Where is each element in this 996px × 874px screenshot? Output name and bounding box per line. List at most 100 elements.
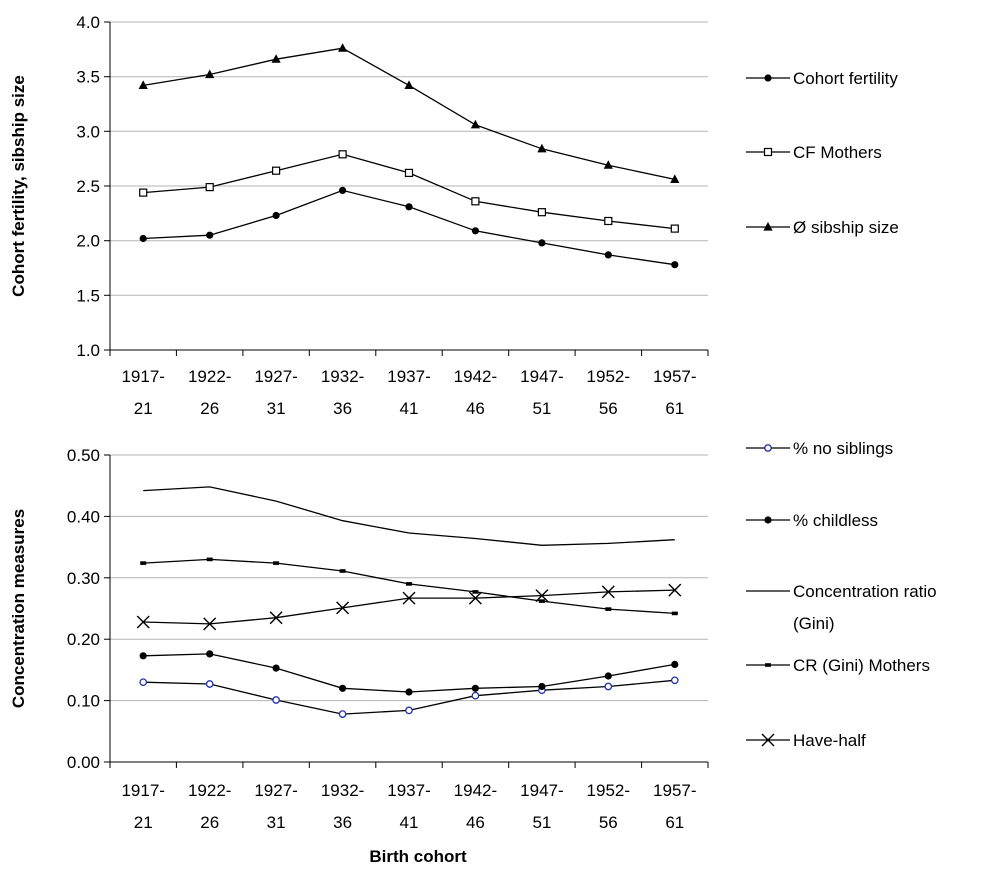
top-x-tick-label: 1942- (454, 367, 497, 386)
top-series-3-point (271, 54, 281, 63)
bottom-legend-marker-5 (761, 733, 775, 747)
top-series-3-point (470, 119, 480, 129)
bottom-legend-label-3: (Gini) (793, 614, 835, 633)
bottom-series-4-point (206, 557, 213, 562)
top-series-3-point (670, 174, 680, 183)
bottom-series-4-point (339, 569, 346, 573)
bottom-series-5-point (136, 615, 150, 629)
bottom-series-4-point (140, 561, 147, 565)
bottom-series-line-3 (143, 486, 675, 546)
top-series-2-point (471, 197, 480, 206)
top-series-1-point (405, 203, 413, 211)
x-axis-title: Birth cohort (369, 847, 467, 866)
top-series-line-1 (143, 189, 675, 266)
bottom-series-4-point (671, 611, 678, 616)
top-series-2-point (338, 150, 347, 159)
top-x-tick-label: 31 (267, 399, 286, 418)
bottom-series-2-point (604, 672, 612, 680)
bottom-legend-label-5: Have-half (793, 731, 866, 750)
top-x-tick-label: 1922- (188, 367, 231, 386)
bottom-x-tick-label: 1952- (587, 781, 630, 800)
bottom-series-2-point (272, 664, 280, 672)
bottom-series-4-point (406, 582, 412, 586)
top-y-tick-label: 2.0 (76, 232, 100, 251)
bottom-y-tick-label: 0.00 (67, 753, 100, 772)
top-series-1-point (139, 234, 147, 243)
top-x-tick-label: 1927- (254, 367, 297, 386)
bottom-series-4-point (472, 590, 479, 594)
bottom-chart-panel: 0.00 0.10 0.20 0.30 0.40 0.50 1917- 21 1922- 26 19… (9, 439, 937, 832)
bottom-x-tick-label: 1917- (121, 781, 164, 800)
top-series-1-point (272, 211, 280, 220)
top-series-1-point (671, 261, 679, 269)
bottom-legend-marker-2 (764, 516, 772, 524)
bottom-series-1-point (405, 706, 413, 715)
top-series-3-point (404, 80, 414, 89)
bottom-series-4-point (273, 561, 280, 565)
bottom-series-5-point (535, 589, 549, 603)
bottom-x-tick-label: 61 (665, 813, 684, 832)
top-legend-marker-2 (763, 147, 773, 157)
bottom-series-2-point (538, 682, 546, 691)
bottom-series-5-point (601, 585, 615, 599)
bottom-x-tick-label: 46 (466, 813, 485, 832)
bottom-series-1-point (604, 682, 613, 691)
bottom-y-tick-label: 0.50 (67, 446, 100, 465)
top-x-tick-label: 1937- (387, 367, 430, 386)
top-y-tick-label: 3.0 (76, 122, 100, 141)
top-series-2-point (205, 183, 214, 192)
bottom-x-tick-label: 1927- (254, 781, 297, 800)
bottom-legend-label-3: Concentration ratio (793, 582, 937, 601)
bottom-x-tick-label: 31 (267, 813, 286, 832)
top-x-tick-label: 1932- (321, 367, 364, 386)
bottom-series-5-point (203, 617, 217, 631)
bottom-series-2-point (671, 660, 679, 669)
top-series-2-point (404, 168, 414, 177)
bottom-x-tick-label: 1957- (653, 781, 696, 800)
bottom-series-1-point (338, 710, 347, 718)
top-x-tick-label: 46 (466, 399, 485, 418)
bottom-x-tick-label: 41 (400, 813, 419, 832)
bottom-x-tick-label: 26 (200, 813, 219, 832)
top-series-1-point (538, 239, 546, 247)
top-legend-label-1: Cohort fertility (793, 69, 898, 88)
bottom-x-tick-label: 36 (333, 813, 352, 832)
bottom-series-2-point (339, 684, 347, 692)
bottom-series-2-point (139, 652, 147, 660)
bottom-series-2-point (405, 688, 413, 696)
bottom-y-axis-title: Concentration measures (9, 509, 28, 708)
top-series-2-point (139, 188, 148, 197)
bottom-legend-label-4: CR (Gini) Mothers (793, 656, 930, 675)
bottom-series-1-point (471, 691, 480, 700)
bottom-series-line-4 (143, 558, 675, 615)
top-y-tick-label: 2.5 (76, 177, 100, 196)
bottom-series-line-2 (143, 653, 675, 693)
top-x-tick-label: 61 (665, 399, 684, 418)
top-series-3-point (537, 143, 547, 153)
top-series-3-point (603, 160, 613, 169)
top-legend-label-2: CF Mothers (793, 143, 882, 162)
bottom-legend-label-1: % no siblings (793, 439, 893, 458)
top-series-2-point (537, 208, 547, 217)
bottom-series-5-point (269, 611, 283, 625)
top-series-2-point (604, 216, 613, 226)
top-x-tick-label: 36 (333, 399, 352, 418)
bottom-series-1-point (205, 680, 214, 688)
top-y-tick-label: 1.5 (76, 286, 100, 305)
top-series-2-point (670, 224, 679, 233)
top-series-1-point (339, 186, 347, 194)
bottom-series-1-point (139, 678, 148, 687)
top-x-tick-label: 51 (532, 399, 551, 418)
bottom-y-tick-label: 0.40 (67, 507, 100, 526)
top-y-tick-label: 1.0 (76, 341, 100, 360)
top-x-tick-label: 1957- (653, 367, 696, 386)
bottom-x-tick-label: 56 (599, 813, 618, 832)
bottom-x-tick-label: 1942- (454, 781, 497, 800)
bottom-series-4-point (605, 607, 612, 611)
top-legend-marker-3 (763, 222, 773, 231)
top-legend-marker-1 (764, 74, 772, 82)
top-series-3-point (338, 43, 348, 52)
top-series-2-point (272, 166, 281, 175)
top-y-axis-title: Cohort fertility, sibship size (9, 75, 28, 297)
bottom-legend-marker-1 (764, 444, 772, 452)
